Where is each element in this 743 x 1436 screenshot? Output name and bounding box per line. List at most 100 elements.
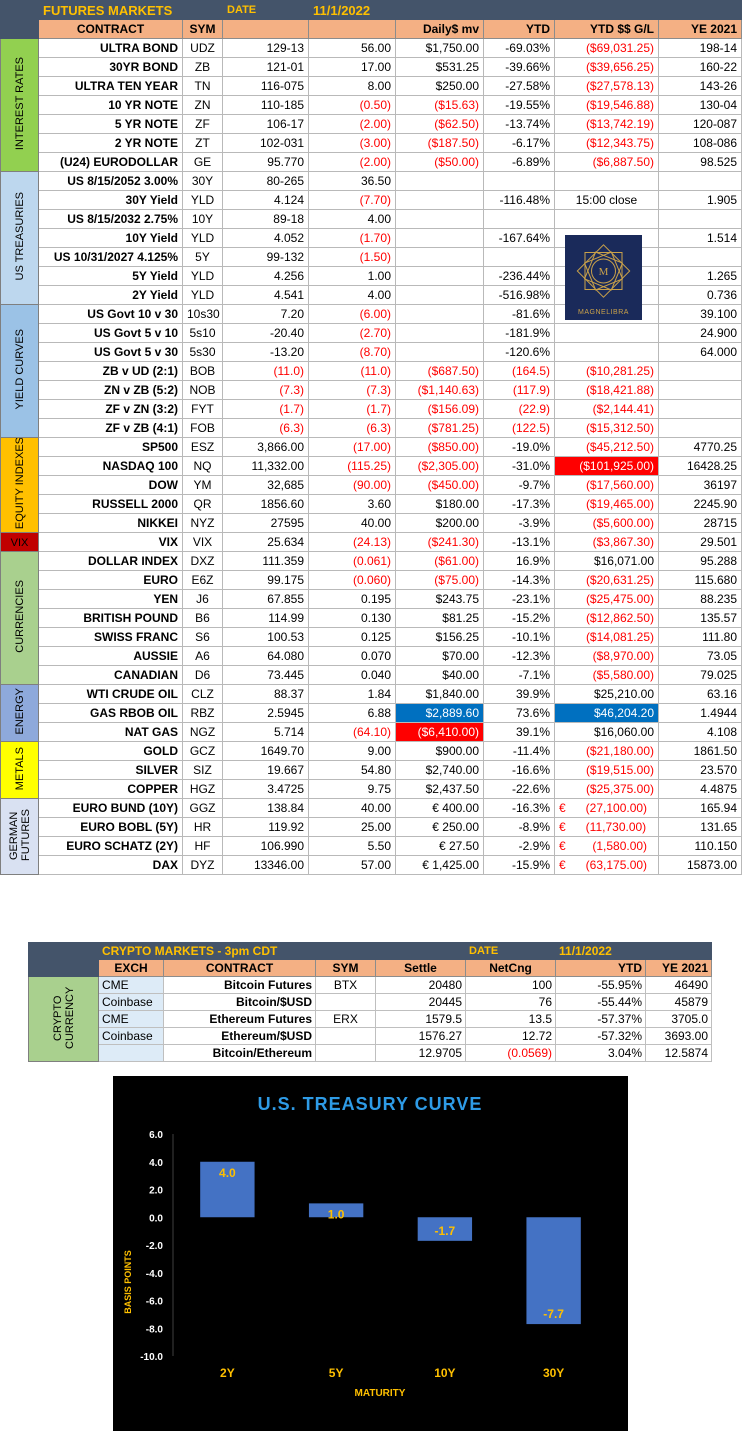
section-label: US TREASURIES	[13, 192, 26, 281]
ytd-gl-cell: € (63,175.00)	[554, 855, 659, 875]
ytd-gl-cell: ($19,546.88)	[554, 95, 659, 115]
futures-row: DAX DYZ 13346.00 57.00 € 1,425.00 -15.9% € (63…	[1, 855, 742, 875]
change-cell: (6.3)	[308, 418, 396, 438]
ytd-gl-cell: $16,071.00	[554, 551, 659, 571]
symbol-cell: ESZ	[182, 437, 223, 457]
crypto-symbol-cell: ERX	[315, 1010, 376, 1028]
futures-row: ZF v ZB (4:1) FOB (6.3) (6.3) ($781.25) (122.…	[1, 418, 742, 438]
ytd-gl-cell: ($27,578.13)	[554, 76, 659, 96]
crypto-ye2021-cell: 12.5874	[645, 1044, 713, 1062]
daily-mv-cell: $1,840.00	[395, 684, 484, 704]
contract-cell: SP500	[38, 437, 183, 457]
price-cell: 2.5945	[222, 703, 309, 723]
change-cell: (2.00)	[308, 152, 396, 172]
chart-y-axis-label: BASIS POINTS	[123, 1250, 133, 1314]
symbol-cell: E6Z	[182, 570, 223, 590]
price-cell: 99-132	[222, 247, 309, 267]
price-cell: 111.359	[222, 551, 309, 571]
crypto-ytd-cell: -55.44%	[555, 993, 647, 1011]
ye2021-cell: 111.80	[658, 627, 742, 647]
ytd-cell: -181.9%	[483, 323, 555, 343]
contract-cell: COPPER	[38, 779, 183, 799]
data-label-30Y: -7.7	[543, 1307, 564, 1321]
futures-row: 10 YR NOTE ZN 110-185 (0.50) ($15.63) -19.55%…	[1, 95, 742, 115]
symbol-cell: YLD	[182, 228, 223, 248]
ytd-gl-cell: ($5,580.00)	[554, 665, 659, 685]
symbol-cell: ZN	[182, 95, 223, 115]
futures-row: EURO BOBL (5Y) HR 119.92 25.00 € 250.00 -8.9%…	[1, 817, 742, 837]
symbol-cell: BOB	[182, 361, 223, 381]
crypto-symbol-cell	[315, 993, 376, 1011]
change-cell: 9.00	[308, 741, 396, 761]
price-cell: 129-13	[222, 38, 309, 58]
settle-cell: 20445	[374, 993, 467, 1011]
crypto-section-label: CRYPTO CURRENCY	[51, 986, 76, 1049]
daily-mv-cell: $81.25	[395, 608, 484, 628]
change-cell: 40.00	[308, 513, 396, 533]
section-label: ENERGY	[13, 688, 26, 735]
contract-cell: SWISS FRANC	[38, 627, 183, 647]
ye2021-cell: 16428.25	[658, 456, 742, 476]
section-label: YIELD CURVES	[13, 329, 26, 410]
daily-mv-cell: € 250.00	[395, 817, 484, 837]
ytd-cell: (22.9)	[483, 399, 555, 419]
futures-date-value: 11/1/2022	[308, 0, 396, 20]
ytd-cell: -516.98%	[483, 285, 555, 305]
contract-cell: ULTRA BOND	[38, 38, 183, 58]
price-cell: 3.4725	[222, 779, 309, 799]
symbol-cell: J6	[182, 589, 223, 609]
change-cell: 5.50	[308, 836, 396, 856]
futures-row: EURO SCHATZ (2Y) HF 106.990 5.50 € 27.50 -2.9…	[1, 836, 742, 856]
crypto-symbol-cell: BTX	[315, 976, 376, 994]
daily-mv-cell	[395, 171, 484, 191]
price-cell: 88.37	[222, 684, 309, 704]
futures-row: NASDAQ 100 NQ 11,332.00 (115.25) ($2,305.00)…	[1, 456, 742, 476]
ytd-cell: -2.9%	[483, 836, 555, 856]
futures-row: ZF v ZN (3:2) FYT (1.7) (1.7) ($156.09) (22.9…	[1, 399, 742, 419]
ye2021-cell: 1.265	[658, 266, 742, 286]
treasury-curve-svg: U.S. TREASURY CURVE BASIS POINTS MATURIT…	[123, 1094, 581, 1399]
ytd-gl-cell: ($15,312.50)	[554, 418, 659, 438]
symbol-cell: UDZ	[182, 38, 223, 58]
section-label: EQUITY INDEXES	[13, 437, 26, 530]
ytd-cell: -6.89%	[483, 152, 555, 172]
settle-cell: 20480	[374, 976, 467, 994]
contract-cell: US 10/31/2027 4.125%	[38, 247, 183, 267]
futures-row: NAT GAS NGZ 5.714 (64.10) ($6,410.00) 39.1% $1…	[1, 722, 742, 742]
symbol-cell: ZT	[182, 133, 223, 153]
symbol-cell: DYZ	[182, 855, 223, 875]
futures-row: 5 YR NOTE ZF 106-17 (2.00) ($62.50) -13.74% ($…	[1, 114, 742, 134]
price-cell: 95.770	[222, 152, 309, 172]
ytd-gl-cell	[554, 323, 659, 343]
logo-text: MAGNELIBRA	[578, 309, 629, 316]
contract-cell: NASDAQ 100	[38, 456, 183, 476]
contract-cell: US 8/15/2052 3.00%	[38, 171, 183, 191]
futures-row: METALS GOLD GCZ 1649.70 9.00 $900.00 -11.4% ($2…	[0, 741, 742, 799]
price-cell: 80-265	[222, 171, 309, 191]
price-cell: 4.052	[222, 228, 309, 248]
ytd-cell: -7.1%	[483, 665, 555, 685]
ytd-gl-cell: $25,210.00	[554, 684, 659, 704]
price-cell: 138.84	[222, 798, 309, 818]
futures-row: GERMAN FUTURES EURO BUND (10Y) GGZ 138.84 40…	[0, 798, 742, 875]
ye2021-cell: 165.94	[658, 798, 742, 818]
price-cell: 100.53	[222, 627, 309, 647]
contract-cell: 5Y Yield	[38, 266, 183, 286]
ytd-gl-cell: $16,060.00	[554, 722, 659, 742]
price-cell: 119.92	[222, 817, 309, 837]
price-cell: 13346.00	[222, 855, 309, 875]
ye2021-cell: 115.680	[658, 570, 742, 590]
contract-cell: ZN v ZB (5:2)	[38, 380, 183, 400]
symbol-cell: 30Y	[182, 171, 223, 191]
ytd-cell: -39.66%	[483, 57, 555, 77]
netcng-cell: 12.72	[465, 1027, 557, 1045]
ye2021-cell: 28715	[658, 513, 742, 533]
section-label-cell: METALS	[0, 741, 39, 799]
section-label-cell: EQUITY INDEXES	[0, 437, 39, 533]
symbol-cell: 5s30	[182, 342, 223, 362]
price-cell: (6.3)	[222, 418, 309, 438]
bar-10Y	[417, 1217, 473, 1241]
change-cell: 56.00	[308, 38, 396, 58]
crypto-header-row: EXCH CONTRACT SYM Settle NetCng YTD YE 2…	[28, 959, 713, 977]
contract-cell: BRITISH POUND	[38, 608, 183, 628]
